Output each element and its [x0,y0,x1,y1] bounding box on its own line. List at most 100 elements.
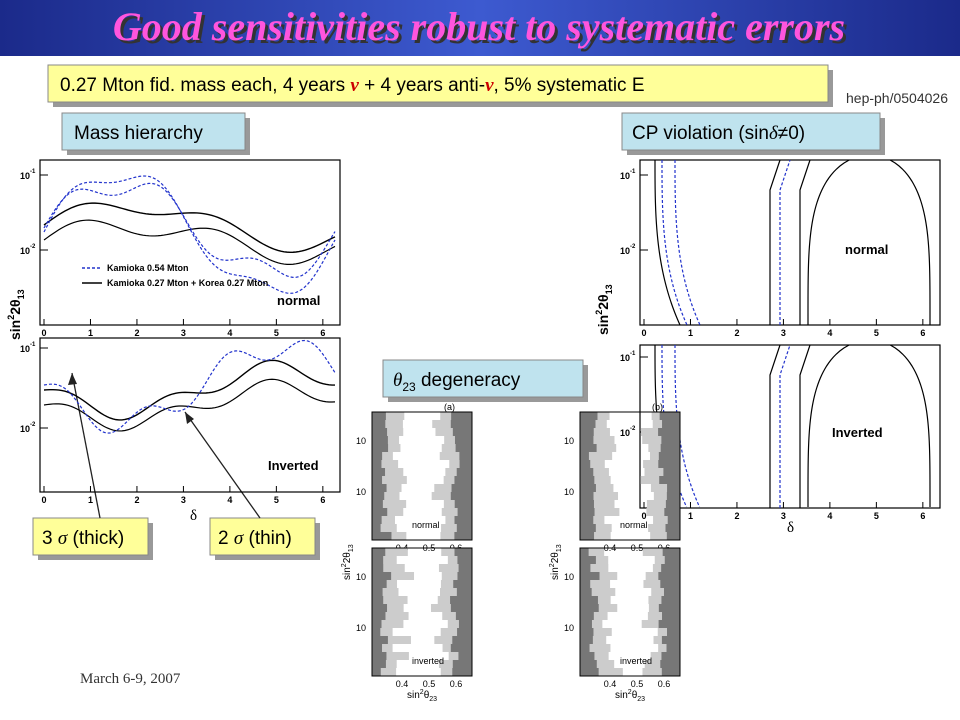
region [372,556,397,564]
region [580,668,623,676]
arrow-head [68,373,77,385]
contour [654,159,681,326]
x-tick-label: 0.4 [604,679,617,689]
x-tick-label: 5 [274,495,279,505]
region [456,524,472,532]
text-part: -1 [30,169,36,175]
arrow [71,372,101,519]
text-part: sin [550,567,561,580]
footer: March 6-9, 2007 [80,671,181,687]
text-part: sin [615,690,628,701]
region [372,468,404,476]
text-part: 2 [341,563,348,567]
y-tick-label: 10-2 [620,244,636,256]
region [450,596,472,604]
text-part: CP violation (sin [632,123,769,144]
hierarchy-label: Inverted [832,425,883,440]
region [372,612,409,620]
region [372,516,382,524]
x-tick-label: 6 [920,328,925,338]
region [667,484,680,492]
region [372,508,388,516]
text-part: 10 [20,246,30,256]
three-sigma-label: 3 σ (thick) [42,528,124,549]
region [372,636,411,644]
region [660,580,680,588]
region [452,428,472,436]
region [580,572,600,580]
contour [43,202,336,253]
title: Good sensitivities robust to systematic … [113,4,845,49]
plot-frame [579,547,681,677]
region [450,604,472,612]
text-part: + 4 years anti- [359,75,485,96]
text-part: 2θ [342,552,353,564]
region [580,548,605,556]
region [580,532,611,540]
region [440,628,472,636]
mass-hierarchy-box [61,112,246,151]
contour [779,159,791,325]
region [644,468,680,476]
title-bar [0,0,960,56]
text-part: θ [632,690,638,701]
contour [661,159,688,326]
region [458,620,472,628]
y-tick-label: 10 [356,623,366,633]
region [459,452,472,460]
plot-frame [39,337,341,493]
y-axis-label: sin22θ13 [6,289,26,340]
y-tick-label: 10 [356,436,366,446]
region [372,476,407,484]
text-part: -2 [630,244,636,250]
region [580,660,597,668]
text-part: θ [424,690,430,701]
region [663,468,680,476]
region [372,500,383,508]
text-part: 2 [628,689,632,696]
region [661,596,680,604]
y-axis-label: sin22θ13 [549,544,563,580]
region [660,660,680,668]
region [372,428,388,436]
region [453,580,472,588]
region [663,588,680,596]
arrow-head [185,412,194,424]
region [580,580,611,588]
x-tick-label: 4 [227,328,232,338]
text-part: , 5% systematic E [494,75,645,96]
text-part: 13 [348,544,355,552]
region [580,500,615,508]
region [372,452,393,460]
content: Mass hierarchy CP violation (sinδ≠0)θ23 d… [6,112,941,703]
text-part: 2 [218,528,234,549]
region [659,412,680,420]
text-part: 13 [16,289,26,299]
contour [769,159,781,325]
x-tick-label: 0 [41,328,46,338]
x-tick-label: 6 [320,495,325,505]
region [372,548,408,556]
text-part: -1 [630,351,636,357]
x-tick-label: 6 [920,511,925,521]
region [372,588,383,596]
region [580,452,589,460]
region [456,468,472,476]
region [372,492,400,500]
contour [674,159,701,326]
region [580,500,594,508]
hierarchy-label: normal [620,520,648,530]
region [372,532,392,540]
region [372,596,408,604]
region [646,500,680,508]
region [580,548,589,556]
region [580,636,607,644]
text-part: 10 [20,171,30,181]
x-tick-label: 0.5 [631,679,644,689]
text-part: 3 [42,528,58,549]
region [580,476,611,484]
region [580,436,594,444]
x-axis-label: δ [190,508,197,524]
region [372,508,404,516]
region [666,492,680,500]
